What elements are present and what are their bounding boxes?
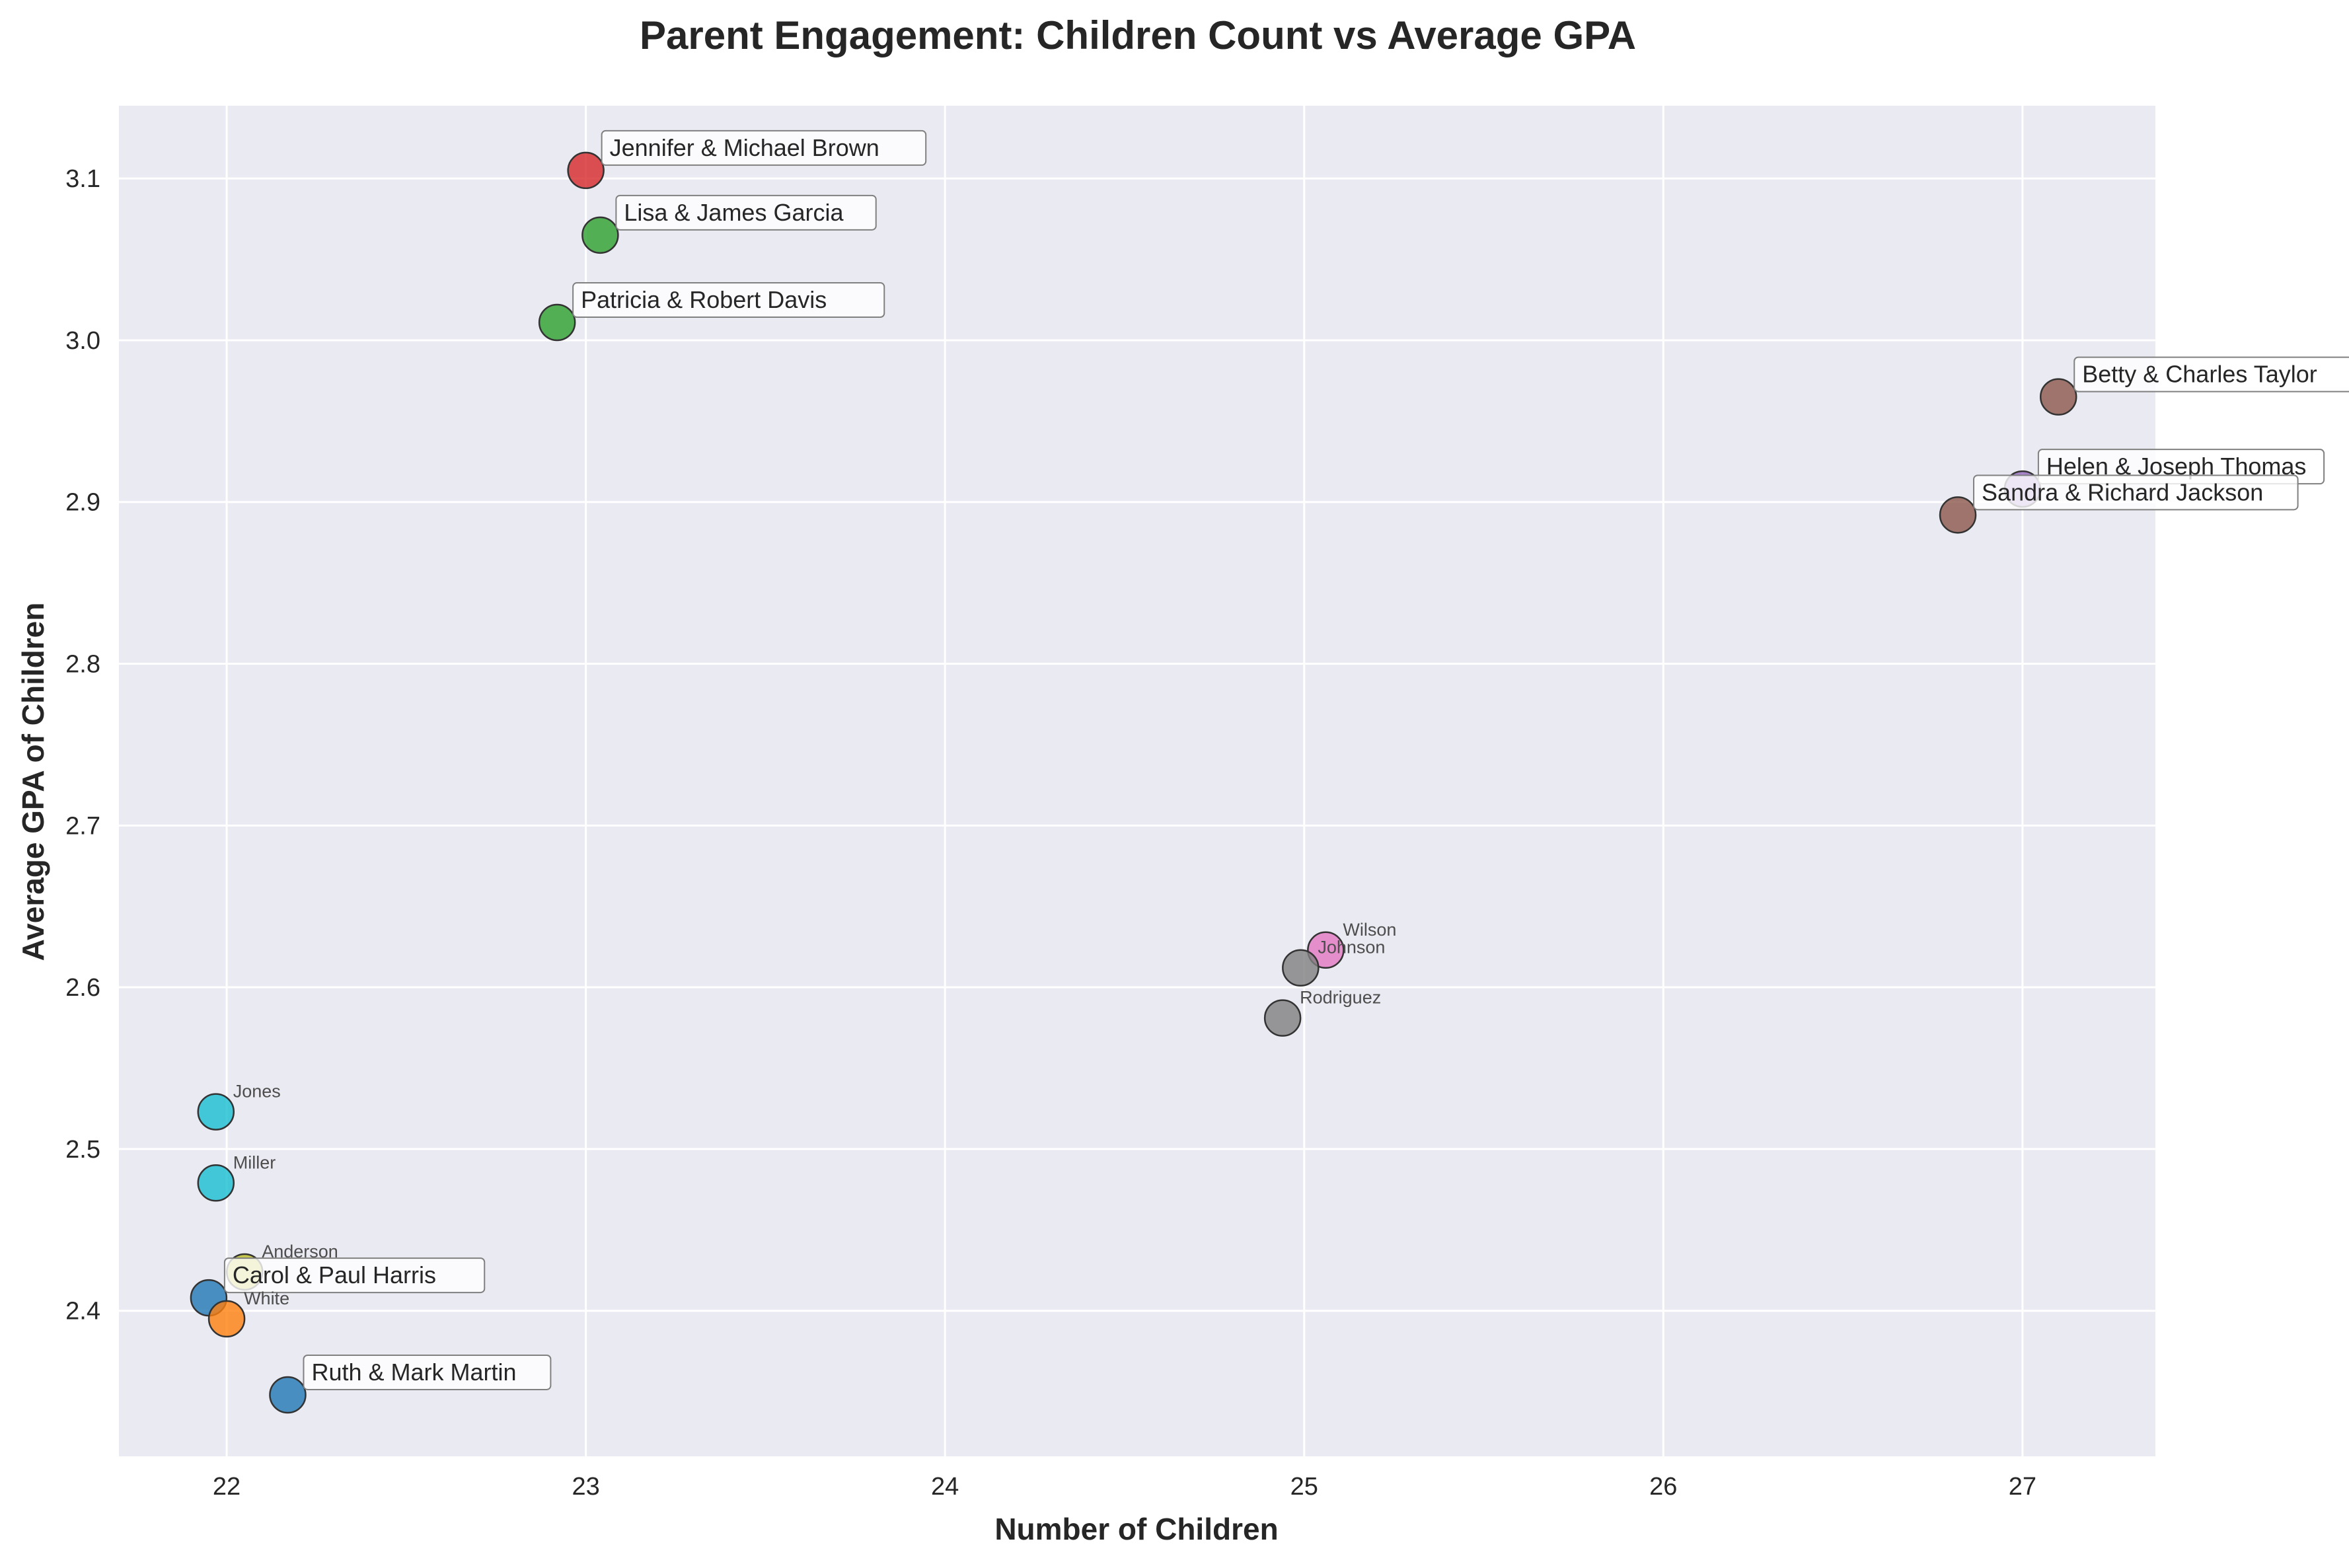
label-box xyxy=(572,282,885,318)
point-label-box: Carol & Paul Harris xyxy=(223,1257,486,1294)
plot-area xyxy=(119,106,2155,1456)
point-label: Betty & Charles Taylor xyxy=(2082,361,2317,388)
point-label: Carol & Paul Harris xyxy=(233,1261,436,1288)
point-label: Wilson xyxy=(1343,920,1396,940)
y-tick-label: 3.0 xyxy=(65,327,100,355)
y-tick-label: 2.4 xyxy=(65,1298,100,1325)
point-label-box: Patricia & Robert Davis xyxy=(572,282,885,318)
label-box xyxy=(223,1257,486,1294)
data-point xyxy=(207,1300,246,1338)
data-point xyxy=(1263,999,1302,1037)
data-point xyxy=(538,303,576,342)
x-axis-label: Number of Children xyxy=(994,1512,1278,1546)
label-box xyxy=(303,1354,552,1390)
chart-title: Parent Engagement: Children Count vs Ave… xyxy=(640,13,1636,57)
data-point xyxy=(197,1093,235,1131)
x-tick-label: 22 xyxy=(213,1473,241,1501)
data-point xyxy=(567,151,605,190)
data-point xyxy=(269,1376,307,1414)
label-box xyxy=(601,130,927,166)
point-label: Jones xyxy=(233,1082,281,1101)
x-tick-label: 26 xyxy=(1649,1473,1677,1501)
data-point xyxy=(581,216,619,254)
point-label: Sandra & Richard Jackson xyxy=(1982,478,2263,505)
y-tick-label: 2.9 xyxy=(65,489,100,517)
point-label: Ruth & Mark Martin xyxy=(311,1359,516,1386)
point-label: Johnson xyxy=(1318,938,1385,957)
data-point xyxy=(1282,949,1320,987)
point-label: Lisa & James Garcia xyxy=(624,199,844,226)
data-point xyxy=(1939,496,1977,534)
point-label: White xyxy=(244,1288,289,1308)
point-label: Jennifer & Michael Brown xyxy=(610,134,879,161)
y-tick-label: 2.8 xyxy=(65,651,100,679)
label-box xyxy=(2073,356,2349,392)
data-point xyxy=(2039,378,2077,416)
x-tick-label: 25 xyxy=(1290,1473,1318,1501)
y-tick-label: 2.5 xyxy=(65,1136,100,1164)
data-point xyxy=(197,1164,235,1202)
point-label-box: Sandra & Richard Jackson xyxy=(1973,474,2299,511)
point-label: Patricia & Robert Davis xyxy=(581,286,827,313)
label-box xyxy=(1973,474,2299,511)
x-tick-label: 27 xyxy=(2009,1473,2036,1501)
y-axis-label: Average GPA of Children xyxy=(16,603,50,961)
x-tick-label: 23 xyxy=(572,1473,599,1501)
point-label: Rodriguez xyxy=(1300,988,1381,1008)
point-label-box: Betty & Charles Taylor xyxy=(2073,356,2349,392)
point-label-box: Lisa & James Garcia xyxy=(615,194,877,231)
point-label: Miller xyxy=(233,1152,276,1172)
y-tick-label: 3.1 xyxy=(65,165,100,193)
point-label-box: Jennifer & Michael Brown xyxy=(601,130,927,166)
y-tick-label: 2.7 xyxy=(65,812,100,840)
x-tick-label: 24 xyxy=(931,1473,959,1501)
label-box xyxy=(615,194,877,231)
y-tick-label: 2.6 xyxy=(65,974,100,1002)
point-label-box: Ruth & Mark Martin xyxy=(303,1354,552,1390)
